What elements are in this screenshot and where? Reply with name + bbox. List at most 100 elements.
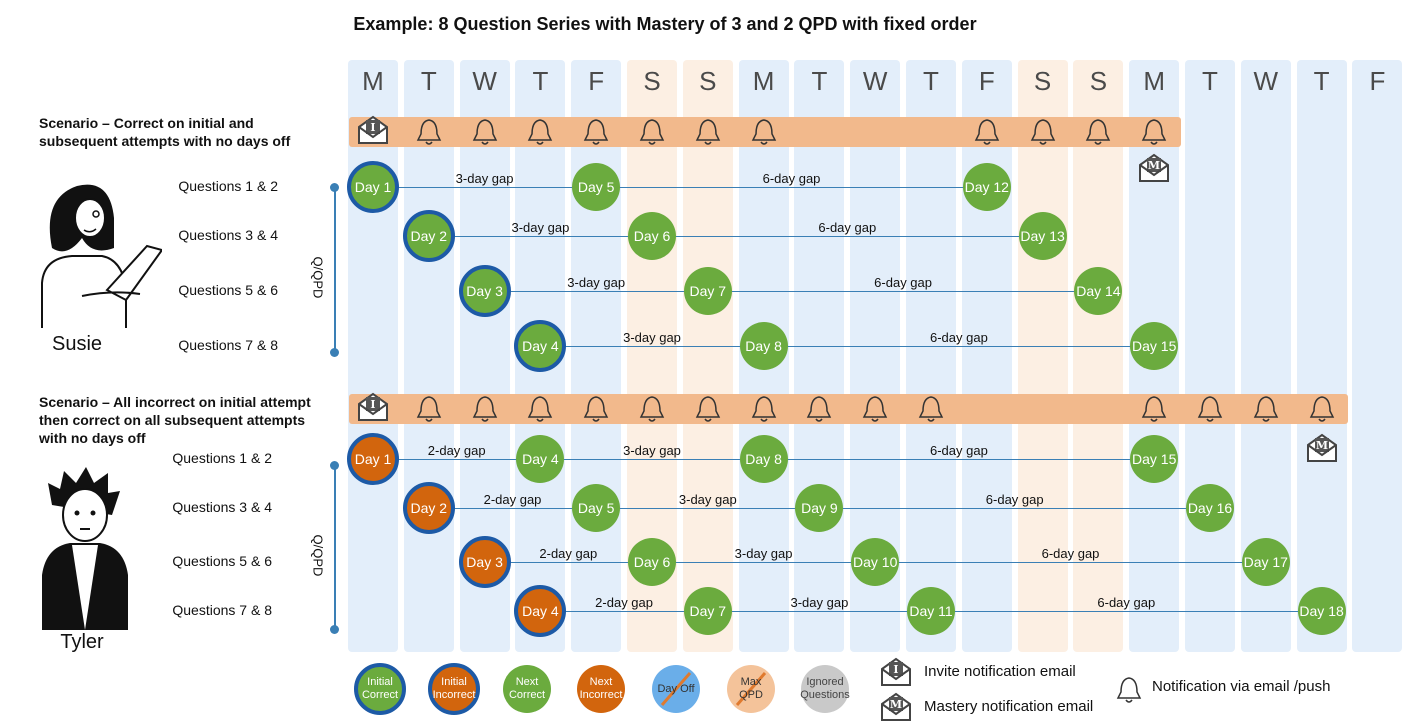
legend-max-qpd-l2: QPD xyxy=(739,689,763,701)
gap-connector xyxy=(707,611,931,612)
legend-next-correct-l2: Correct xyxy=(508,689,546,701)
gap-connector xyxy=(540,611,708,612)
gap-connector xyxy=(540,346,764,347)
day-column-10 xyxy=(906,60,956,652)
day-label: F xyxy=(588,66,605,96)
gap-connector xyxy=(428,508,597,509)
gap-connector xyxy=(875,562,1266,563)
gap-connector xyxy=(596,187,987,188)
day-column-4 xyxy=(571,60,622,652)
envelope-glyph: I xyxy=(370,398,375,411)
bell-icon xyxy=(1141,118,1167,151)
day-label: S xyxy=(1089,66,1108,96)
legend-next-incorrect-l1: Next xyxy=(589,676,613,688)
day-label: M xyxy=(1143,66,1166,96)
day-node: Day 9 xyxy=(795,484,844,532)
scenario2-label-line3: with no days off xyxy=(39,430,146,446)
bell-icon xyxy=(416,118,442,151)
mastery-email-icon: M xyxy=(881,692,911,721)
gap-label: 3-day gap xyxy=(567,275,626,290)
bell-icon xyxy=(751,118,777,151)
page-title: Example: 8 Question Series with Mastery … xyxy=(353,14,977,34)
bell-icon xyxy=(472,395,498,428)
tyler-illustration xyxy=(42,467,128,630)
day-node: Day 15 xyxy=(1130,322,1179,370)
day-node: Day 6 xyxy=(628,538,676,586)
legend-initial-correct-l1: Initial xyxy=(367,676,393,688)
scenario2-label: Scenario – All incorrect on initial atte… xyxy=(39,393,311,447)
bell-icon xyxy=(751,395,777,428)
day-label: F xyxy=(978,66,995,96)
day-node: Day 8 xyxy=(739,322,788,370)
gap-label: 6-day gap xyxy=(818,220,877,235)
day-column-1 xyxy=(403,60,454,652)
day-label: W xyxy=(862,66,888,96)
legend-next-incorrect: Next Incorrect xyxy=(577,665,625,713)
gap-connector xyxy=(819,508,1210,509)
bell-icon xyxy=(1030,118,1056,151)
legend-initial-incorrect-l2: Incorrect xyxy=(432,689,476,701)
bell-icon xyxy=(583,118,609,151)
day-node: Day 5 xyxy=(572,163,621,211)
day-node: Day 6 xyxy=(628,212,676,260)
bracket-dot-top xyxy=(330,461,339,470)
bell-icon xyxy=(1116,677,1142,703)
day-label: T xyxy=(811,66,828,96)
bell-icon xyxy=(918,395,944,428)
bell-icon xyxy=(1085,118,1111,151)
legend-day-off: Day Off xyxy=(652,665,700,713)
scenario2-label-line2: then correct on all subsequent attempts xyxy=(39,412,306,428)
bell-icon xyxy=(862,395,888,428)
bell-icon xyxy=(527,395,553,428)
legend-max-qpd-l1: Max xyxy=(740,676,762,688)
gap-label: 6-day gap xyxy=(874,275,933,290)
envelope-glyph: M xyxy=(1148,159,1160,172)
legend-notification-text: Notification via email /push xyxy=(1152,678,1331,695)
bell-icon xyxy=(1253,395,1279,428)
day-column-0 xyxy=(348,60,398,652)
bell-icon xyxy=(1309,395,1335,428)
gap-connector xyxy=(931,611,1322,612)
gap-label: 3-day gap xyxy=(678,492,737,507)
tyler-name: Tyler xyxy=(60,631,104,653)
scenario1-label: Scenario – Correct on initial and subseq… xyxy=(39,114,290,150)
day-node: Day 4 xyxy=(514,320,567,372)
day-node: Day 7 xyxy=(683,267,732,315)
gap-label: 3-day gap xyxy=(455,171,514,186)
question-row-label: Questions 3 & 4 xyxy=(178,227,278,243)
bell-icon xyxy=(639,395,665,428)
legend-ignored-l1: Ignored xyxy=(806,676,844,688)
invite-glyph: I xyxy=(893,663,898,676)
day-node: Day 2 xyxy=(402,210,455,262)
day-label: W xyxy=(472,66,497,96)
gap-label: 6-day gap xyxy=(929,443,988,458)
day-column-8 xyxy=(794,60,845,652)
gap-label: 6-day gap xyxy=(985,492,1044,507)
legend-initial-incorrect: Initial Incorrect xyxy=(428,663,480,715)
scenario2-bracket-line xyxy=(334,465,336,629)
day-node: Day 15 xyxy=(1130,435,1179,483)
bell-icon xyxy=(806,395,832,428)
mastery-glyph: M xyxy=(890,698,902,711)
day-label: T xyxy=(420,66,437,96)
day-column-18 xyxy=(1352,60,1403,652)
day-label: T xyxy=(532,66,549,96)
legend-initial-correct-l2: Correct xyxy=(361,689,399,701)
day-column-6 xyxy=(682,60,733,652)
gap-connector xyxy=(652,562,876,563)
invite-email-icon: I xyxy=(357,115,389,150)
legend-next-correct-l1: Next xyxy=(515,676,539,688)
scenario1-bracket-line xyxy=(334,187,336,352)
bracket-dot-top xyxy=(330,183,339,192)
question-row-label: Questions 7 & 8 xyxy=(172,602,272,618)
scenario1-label-line1: Scenario – Correct on initial and xyxy=(39,115,254,131)
legend-max-qpd: Max QPD xyxy=(727,665,775,713)
envelope-glyph: I xyxy=(370,121,375,134)
day-off-strike-icon xyxy=(660,672,692,706)
legend-initial-correct: Initial Correct xyxy=(354,663,406,715)
day-node: Day 5 xyxy=(572,484,621,532)
invite-email-icon: I xyxy=(881,657,911,686)
question-row-label: Questions 1 & 2 xyxy=(172,450,272,466)
invite-email-icon: I xyxy=(357,392,389,427)
day-column-17 xyxy=(1296,60,1347,652)
